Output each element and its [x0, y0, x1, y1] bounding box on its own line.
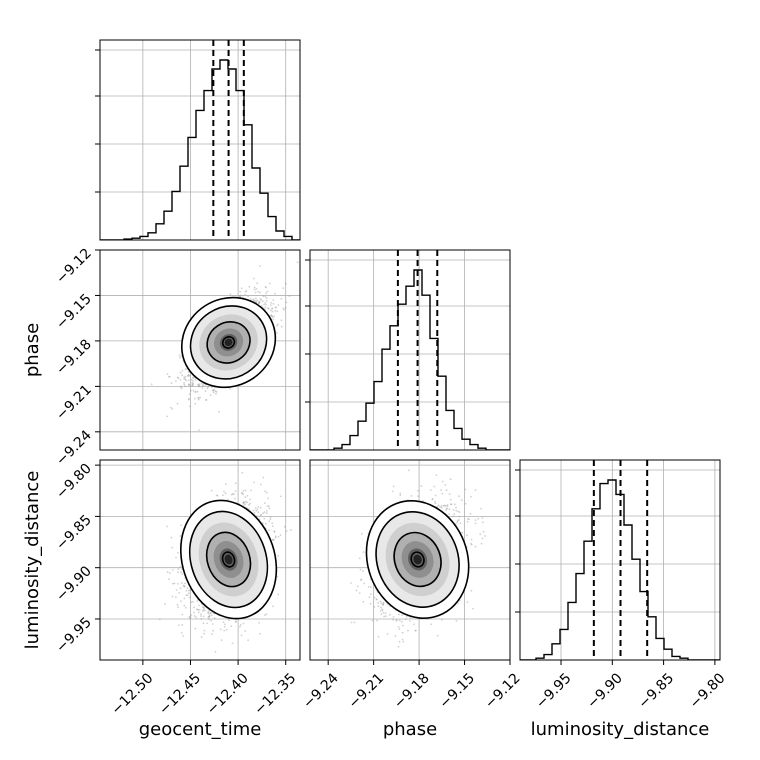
x-axis-label-phase: phase: [383, 719, 437, 740]
x-tick-label: −12.45: [156, 670, 204, 718]
y-tick-label: −9.12: [53, 246, 95, 288]
panel-frame: [99, 459, 301, 661]
contour-line: [179, 499, 278, 620]
density-panel-geocent_time-luminosity_distance: [99, 459, 301, 661]
density-panel-geocent_time-phase: [99, 249, 301, 451]
y-tick-label: −9.85: [53, 512, 95, 554]
density-level: [224, 338, 233, 347]
x-tick-label: −9.21: [346, 670, 388, 712]
contour-line: [393, 531, 442, 588]
panel-frame: [519, 459, 721, 661]
x-tick-label: −12.35: [251, 670, 299, 718]
panel-frame: [99, 249, 301, 451]
x-tick-label: −9.90: [584, 670, 626, 712]
x-tick-label: −9.12: [482, 670, 524, 712]
x-tick-label: −12.50: [109, 670, 157, 718]
contour-line: [365, 499, 470, 619]
density-level: [413, 554, 422, 565]
density-level: [224, 554, 233, 565]
x-tick-label: −9.80: [687, 670, 729, 712]
x-tick-label: −9.24: [300, 670, 342, 712]
panel-frame: [99, 39, 301, 241]
x-tick-label: −9.95: [533, 670, 575, 712]
contour-line: [375, 510, 460, 608]
y-tick-label: −9.24: [53, 427, 95, 469]
x-axis-label-geocent_time: geocent_time: [139, 719, 262, 740]
y-axis-label-phase: phase: [22, 323, 43, 377]
contour-line: [189, 305, 268, 380]
histogram-panel-luminosity_distance: [515, 459, 721, 661]
contour-line: [221, 336, 236, 349]
y-tick-label: −9.21: [53, 382, 95, 424]
panel-frame: [309, 249, 511, 451]
density-panel-phase-luminosity_distance: [309, 459, 511, 661]
y-tick-label: −9.18: [53, 336, 95, 378]
histogram-step-phase: [310, 269, 510, 450]
y-axis-label-luminosity_distance: luminosity_distance: [22, 471, 43, 650]
contour-line: [188, 510, 269, 609]
histogram-step-luminosity_distance: [520, 479, 720, 660]
contour-line: [180, 296, 277, 389]
y-tick-label: −9.95: [53, 614, 95, 656]
histogram-step-geocent_time: [100, 59, 300, 240]
y-tick-label: −9.90: [53, 563, 95, 605]
x-tick-label: −9.18: [391, 670, 433, 712]
x-axis-label-luminosity_distance: luminosity_distance: [531, 719, 710, 740]
contour-line: [410, 551, 425, 568]
x-tick-label: −9.85: [636, 670, 678, 712]
histogram-panel-phase: [305, 249, 511, 451]
histogram-panel-geocent_time: [95, 39, 301, 241]
contour-line: [206, 321, 251, 364]
y-tick-label: −9.80: [53, 461, 95, 503]
x-tick-label: −9.15: [437, 670, 479, 712]
contour-line: [205, 531, 252, 588]
panel-frame: [309, 459, 511, 661]
y-tick-label: −9.15: [53, 291, 95, 333]
x-tick-label: −12.40: [204, 670, 252, 718]
contour-line: [221, 551, 236, 568]
